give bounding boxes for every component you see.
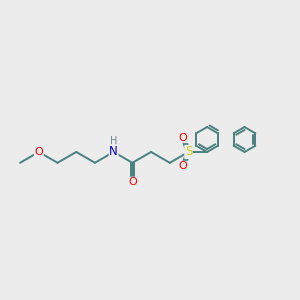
Text: O: O <box>179 133 188 142</box>
Text: O: O <box>34 147 43 157</box>
Text: H: H <box>110 136 117 146</box>
Text: O: O <box>179 161 188 171</box>
Text: N: N <box>109 146 118 158</box>
Text: O: O <box>128 177 137 187</box>
Text: S: S <box>185 146 192 158</box>
